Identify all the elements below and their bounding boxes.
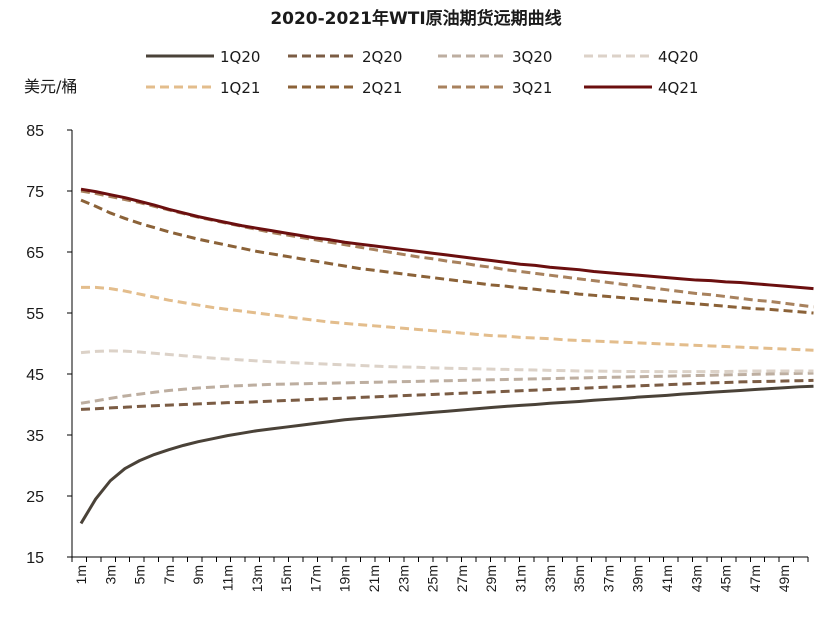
x-tick-label: 5m: [132, 565, 148, 584]
y-tick-label: 25: [26, 489, 44, 506]
legend-label-1q20: 1Q20: [220, 48, 260, 66]
x-tick-label: 9m: [190, 565, 206, 584]
legend-label-1q21: 1Q21: [220, 79, 260, 97]
chart-title: 2020-2021年WTI原油期货远期曲线: [270, 8, 561, 29]
legend-label-3q21: 3Q21: [512, 79, 552, 97]
x-tick-label: 27m: [454, 565, 470, 592]
y-tick-label: 15: [26, 550, 44, 567]
x-tick-label: 15m: [278, 565, 294, 592]
x-tick-label: 11m: [220, 565, 236, 591]
x-tick-label: 43m: [688, 565, 704, 592]
series-line-1q21: [81, 285, 814, 352]
x-tick-label: 41m: [659, 565, 675, 592]
x-tick-label: 1m: [73, 565, 89, 584]
x-tick-label: 23m: [395, 565, 411, 592]
x-tick-label: 29m: [483, 565, 499, 592]
x-tick-label: 33m: [542, 565, 558, 592]
x-tick-label: 31m: [513, 565, 529, 592]
x-tick-label: 21m: [366, 565, 382, 592]
legend-label-4q20: 4Q20: [658, 48, 698, 66]
x-axis: 1m 3m 5m 7m 9m 11m 13m 15m 17m 19m 21m 23m 25m 27m 29m…: [71, 556, 809, 592]
y-tick-label: 55: [26, 306, 44, 323]
y-tick-label: 45: [26, 367, 44, 384]
x-tick-label: 7m: [161, 565, 177, 584]
legend-label-3q20: 3Q20: [512, 48, 552, 66]
x-tick-label: 45m: [718, 565, 734, 592]
series-line-3q21: [80, 189, 814, 309]
x-tick-label: 13m: [249, 565, 265, 592]
y-tick-label: 85: [26, 123, 44, 140]
x-tick-label: 49m: [776, 565, 792, 592]
x-tick-label: 35m: [571, 565, 587, 592]
x-tick-label: 37m: [600, 565, 616, 592]
series-line-1q20: [79, 384, 814, 525]
y-axis: 15 25 35 45 55 65 75 85: [26, 123, 73, 567]
x-tick-label: 3m: [102, 565, 118, 584]
legend-label-2q21: 2Q21: [362, 79, 402, 97]
y-tick-label: 35: [26, 428, 44, 445]
legend-label-4q21: 4Q21: [658, 79, 698, 97]
y-tick-label: 65: [26, 245, 44, 262]
x-tick-label: 47m: [747, 565, 763, 592]
legend: 1Q20 2Q20 3Q20 4Q20 1Q21 2Q21 3Q21 4Q21: [146, 48, 698, 97]
series-line-4q20: [80, 349, 814, 374]
x-tick-label: 19m: [337, 565, 353, 592]
series-line-3q20: [80, 371, 814, 405]
legend-label-2q20: 2Q20: [362, 48, 402, 66]
x-tick-label: 25m: [425, 565, 441, 592]
series-line-4q21: [80, 187, 814, 291]
y-tick-label: 75: [26, 184, 44, 201]
x-tick-label: 39m: [630, 565, 646, 592]
series-line-2q20: [80, 378, 814, 411]
x-tick-label: 17m: [307, 565, 323, 592]
y-axis-unit-label: 美元/桶: [24, 77, 77, 96]
series-line-2q21: [80, 198, 814, 315]
plot-area: [79, 187, 814, 525]
